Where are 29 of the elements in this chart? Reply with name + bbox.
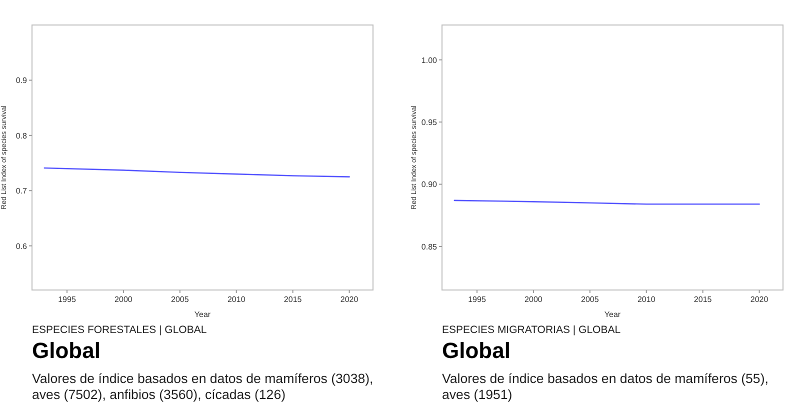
x-tick-label: 2000 [524, 295, 543, 304]
text: ESPECIES FORESTALES | GLOBAL [32, 323, 208, 337]
x-tick-label: 2015 [284, 295, 302, 304]
x-tick-label: 1995 [468, 295, 486, 304]
y-tick-label: 0.8 [16, 131, 28, 140]
x-tick-label: 2020 [750, 295, 769, 304]
y-tick-label: 1.00 [421, 56, 438, 65]
x-tick-label: 2005 [581, 295, 600, 304]
x-tick-label: 2010 [637, 295, 656, 304]
text: Valores de índice basados en datos de mamíferos (55), aves (1951) [442, 371, 770, 403]
y-tick-label: 0.85 [421, 242, 438, 252]
x-tick-label: 1995 [58, 295, 76, 304]
x-tick-label: 2010 [227, 295, 246, 304]
x-axis-title: Year [604, 310, 621, 319]
text: Valores de índice basados en datos de mamíferos (3038), aves (7502), anfibios (3560), cícadas (126) [32, 371, 374, 403]
text: Global [32, 337, 102, 365]
y-tick-label: 0.6 [16, 242, 28, 251]
y-tick-label: 0.7 [16, 186, 28, 196]
text: Global [442, 337, 512, 365]
line-series [44, 167, 350, 178]
y-tick-label: 0.90 [421, 180, 438, 190]
x-axis-title: Year [194, 310, 211, 319]
x-tick-label: 2005 [171, 295, 190, 304]
x-tick-label: 2015 [694, 295, 712, 304]
y-tick-label: 0.9 [16, 76, 28, 86]
x-tick-label: 2000 [114, 295, 133, 304]
x-tick-label: 2020 [340, 295, 359, 304]
y-tick-label: 0.95 [421, 118, 438, 128]
text: ESPECIES MIGRATORIAS | GLOBAL [442, 323, 622, 337]
